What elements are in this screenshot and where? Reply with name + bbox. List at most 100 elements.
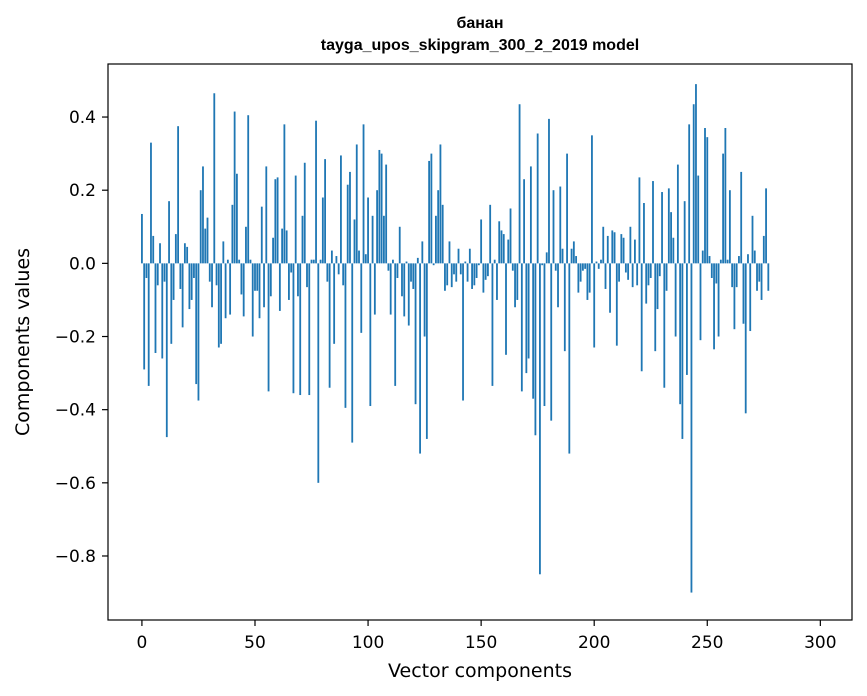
bar-2 bbox=[145, 263, 148, 278]
bar-231 bbox=[663, 263, 666, 388]
bar-144 bbox=[466, 263, 469, 282]
bar-49 bbox=[251, 263, 254, 337]
bar-250 bbox=[706, 137, 709, 264]
bar-258 bbox=[724, 128, 727, 264]
bar-24 bbox=[195, 263, 198, 385]
bar-266 bbox=[742, 263, 745, 324]
bar-4 bbox=[150, 142, 152, 264]
bar-27 bbox=[202, 166, 204, 264]
bar-210 bbox=[615, 263, 618, 346]
y-tick-label: 0.4 bbox=[69, 108, 96, 128]
bar-97 bbox=[360, 263, 363, 333]
bar-137 bbox=[450, 263, 453, 288]
y-tick-label: −0.2 bbox=[55, 328, 96, 348]
bar-245 bbox=[695, 84, 697, 264]
bar-74 bbox=[308, 263, 311, 396]
bar-140 bbox=[457, 248, 460, 264]
bar-243 bbox=[690, 263, 693, 593]
bar-122 bbox=[416, 257, 419, 264]
bar-45 bbox=[242, 263, 245, 317]
bar-200 bbox=[593, 263, 596, 348]
bar-106 bbox=[380, 153, 383, 264]
chart-subtitle: tayga_upos_skipgram_300_2_2019 model bbox=[321, 37, 639, 54]
bar-18 bbox=[181, 263, 184, 328]
bar-184 bbox=[557, 263, 559, 308]
bar-163 bbox=[509, 208, 512, 264]
bar-156 bbox=[493, 259, 496, 264]
bar-63 bbox=[283, 124, 286, 264]
bar-124 bbox=[421, 241, 424, 264]
bar-50 bbox=[254, 263, 256, 291]
bar-61 bbox=[278, 263, 281, 311]
bar-226 bbox=[652, 181, 654, 264]
bar-130 bbox=[435, 215, 437, 264]
bar-275 bbox=[762, 235, 765, 264]
bars-group bbox=[141, 84, 770, 593]
y-tick-label: 0.2 bbox=[69, 181, 96, 201]
bar-17 bbox=[179, 263, 182, 289]
bar-134 bbox=[444, 263, 446, 291]
bar-98 bbox=[362, 124, 365, 264]
bar-78 bbox=[317, 263, 320, 483]
bar-47 bbox=[247, 115, 250, 264]
bar-5 bbox=[152, 235, 155, 264]
bar-94 bbox=[353, 219, 356, 264]
bar-276 bbox=[765, 188, 767, 264]
bar-149 bbox=[477, 263, 480, 266]
bar-59 bbox=[274, 179, 277, 264]
bar-173 bbox=[532, 263, 535, 399]
bar-218 bbox=[634, 239, 636, 264]
bar-136 bbox=[448, 241, 451, 264]
bar-162 bbox=[507, 239, 510, 264]
bar-223 bbox=[645, 263, 648, 304]
bar-55 bbox=[265, 166, 268, 264]
bar-99 bbox=[364, 254, 367, 264]
bar-34 bbox=[217, 263, 220, 348]
bar-246 bbox=[697, 175, 700, 264]
bar-75 bbox=[310, 259, 313, 264]
bar-211 bbox=[618, 263, 620, 282]
chart-title: банан bbox=[456, 15, 503, 32]
bar-66 bbox=[290, 263, 293, 273]
bar-241 bbox=[686, 263, 688, 375]
bar-46 bbox=[245, 226, 247, 264]
bar-135 bbox=[446, 263, 449, 286]
bar-31 bbox=[211, 263, 213, 308]
bar-265 bbox=[740, 171, 743, 264]
bar-119 bbox=[410, 263, 412, 282]
bar-82 bbox=[326, 263, 329, 282]
bar-272 bbox=[756, 263, 758, 291]
bar-132 bbox=[439, 144, 442, 264]
x-tick-label: 200 bbox=[578, 633, 610, 653]
y-axis-label: Components values bbox=[12, 248, 34, 436]
bar-91 bbox=[346, 184, 349, 264]
plot-frame bbox=[107, 63, 853, 621]
bar-166 bbox=[516, 263, 519, 300]
bar-205 bbox=[604, 263, 607, 289]
bar-222 bbox=[643, 203, 645, 264]
bar-70 bbox=[299, 263, 302, 396]
bar-30 bbox=[208, 263, 211, 282]
bar-100 bbox=[367, 197, 369, 264]
bar-57 bbox=[269, 263, 272, 297]
bar-228 bbox=[656, 263, 659, 310]
bar-193 bbox=[577, 263, 580, 293]
bar-240 bbox=[683, 201, 686, 264]
bar-170 bbox=[525, 263, 528, 374]
bar-183 bbox=[554, 263, 557, 271]
bar-229 bbox=[658, 263, 661, 277]
bar-53 bbox=[260, 206, 263, 264]
bar-268 bbox=[747, 254, 749, 264]
bar-195 bbox=[581, 263, 584, 271]
bar-227 bbox=[654, 263, 657, 352]
x-tick-label: 50 bbox=[244, 633, 266, 653]
bar-253 bbox=[713, 263, 715, 350]
bar-113 bbox=[396, 263, 399, 278]
bar-81 bbox=[324, 159, 326, 264]
bar-165 bbox=[514, 263, 516, 308]
bar-21 bbox=[188, 263, 191, 310]
bar-28 bbox=[204, 228, 207, 264]
bar-20 bbox=[186, 246, 189, 264]
bar-112 bbox=[394, 263, 397, 386]
bar-207 bbox=[609, 263, 611, 313]
